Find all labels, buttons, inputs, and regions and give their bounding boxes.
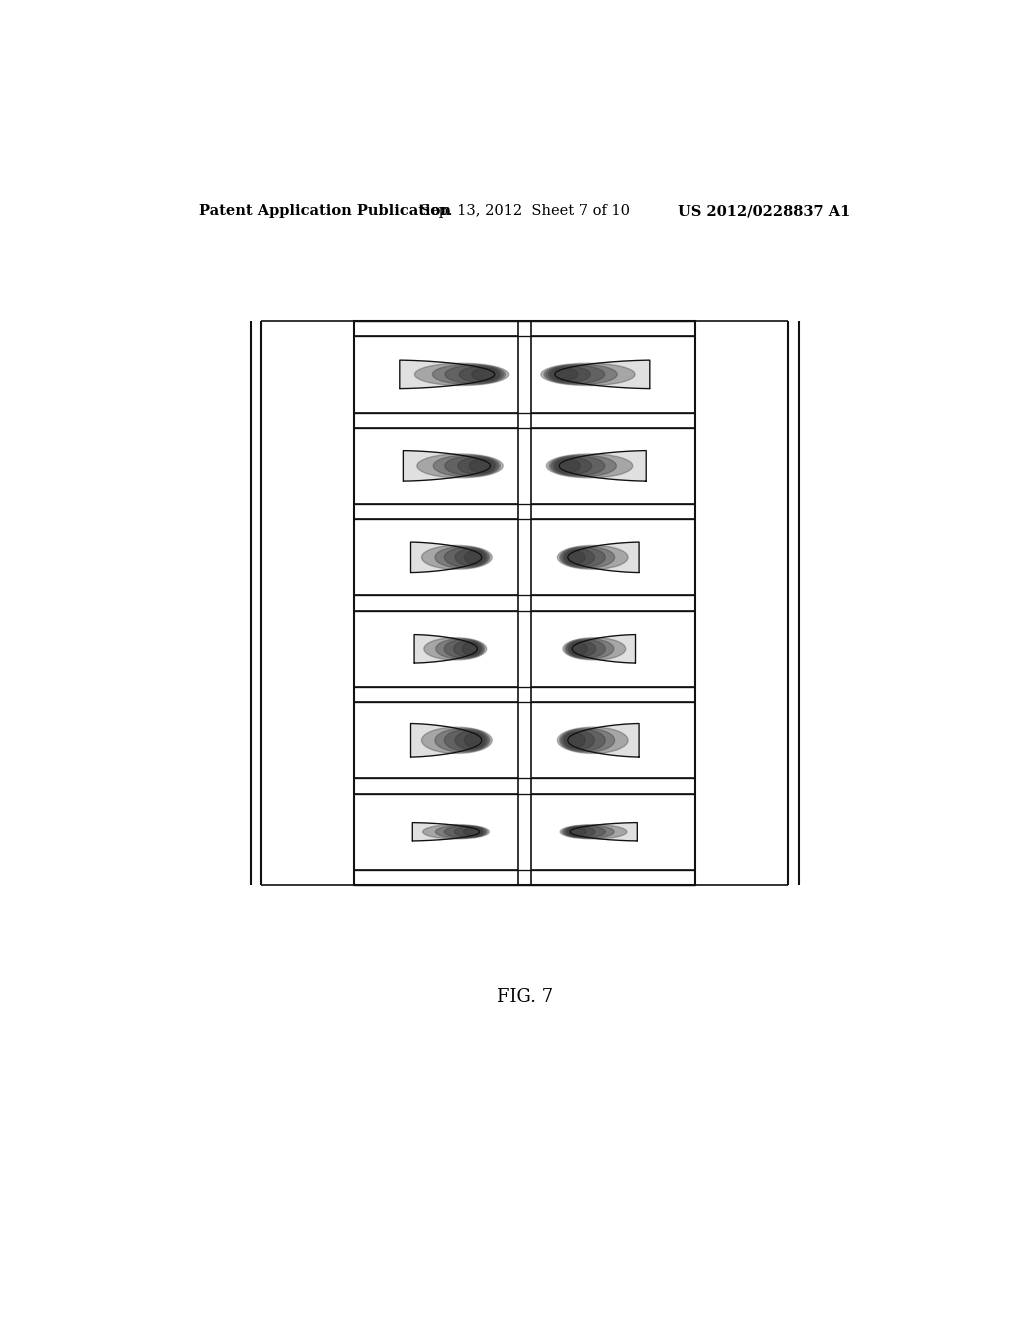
- Ellipse shape: [444, 730, 488, 751]
- Ellipse shape: [555, 459, 581, 473]
- Ellipse shape: [444, 366, 504, 384]
- Ellipse shape: [469, 459, 495, 473]
- Ellipse shape: [567, 828, 587, 836]
- Polygon shape: [414, 635, 477, 663]
- Ellipse shape: [561, 548, 605, 568]
- Ellipse shape: [436, 639, 484, 659]
- Ellipse shape: [549, 367, 591, 383]
- Ellipse shape: [564, 733, 585, 748]
- Ellipse shape: [557, 727, 628, 754]
- Ellipse shape: [463, 828, 482, 836]
- Ellipse shape: [415, 363, 509, 385]
- Ellipse shape: [564, 550, 585, 564]
- Ellipse shape: [435, 729, 489, 752]
- Ellipse shape: [432, 364, 506, 384]
- Ellipse shape: [444, 548, 488, 568]
- Ellipse shape: [424, 638, 486, 660]
- Ellipse shape: [565, 639, 613, 659]
- Ellipse shape: [433, 455, 501, 477]
- Ellipse shape: [561, 730, 605, 751]
- Polygon shape: [413, 822, 480, 841]
- Polygon shape: [567, 543, 639, 573]
- Ellipse shape: [569, 643, 588, 655]
- Ellipse shape: [455, 731, 486, 750]
- Ellipse shape: [544, 364, 617, 384]
- Ellipse shape: [435, 825, 487, 838]
- Ellipse shape: [566, 640, 605, 657]
- Ellipse shape: [565, 826, 595, 837]
- Ellipse shape: [560, 546, 614, 568]
- Bar: [354, 321, 695, 886]
- Polygon shape: [403, 450, 490, 480]
- Ellipse shape: [560, 825, 627, 840]
- Text: US 2012/0228837 A1: US 2012/0228837 A1: [678, 205, 850, 218]
- Text: Sep. 13, 2012  Sheet 7 of 10: Sep. 13, 2012 Sheet 7 of 10: [420, 205, 630, 218]
- Polygon shape: [555, 360, 650, 388]
- Ellipse shape: [465, 733, 485, 748]
- Ellipse shape: [551, 368, 578, 380]
- Ellipse shape: [541, 363, 635, 385]
- Polygon shape: [569, 822, 637, 841]
- Ellipse shape: [459, 367, 501, 383]
- Text: Patent Application Publication: Patent Application Publication: [200, 205, 452, 218]
- Ellipse shape: [462, 643, 480, 655]
- Ellipse shape: [563, 549, 595, 566]
- Polygon shape: [572, 635, 636, 663]
- Ellipse shape: [455, 549, 486, 566]
- Ellipse shape: [417, 454, 503, 478]
- Ellipse shape: [444, 826, 485, 838]
- Polygon shape: [411, 543, 482, 573]
- Polygon shape: [411, 723, 482, 758]
- Ellipse shape: [562, 825, 614, 838]
- Ellipse shape: [458, 458, 497, 474]
- Ellipse shape: [564, 826, 605, 838]
- Ellipse shape: [560, 729, 614, 752]
- Ellipse shape: [547, 454, 633, 478]
- Ellipse shape: [549, 455, 616, 477]
- Ellipse shape: [444, 640, 483, 657]
- Ellipse shape: [557, 545, 628, 569]
- Ellipse shape: [568, 642, 596, 656]
- Ellipse shape: [422, 727, 493, 754]
- Polygon shape: [559, 450, 646, 480]
- Ellipse shape: [563, 638, 626, 660]
- Ellipse shape: [422, 545, 493, 569]
- Ellipse shape: [423, 825, 489, 840]
- Ellipse shape: [435, 546, 489, 568]
- Ellipse shape: [546, 366, 605, 384]
- Ellipse shape: [553, 458, 592, 474]
- Ellipse shape: [472, 368, 499, 380]
- Ellipse shape: [465, 550, 485, 564]
- Ellipse shape: [454, 642, 481, 656]
- Polygon shape: [399, 360, 495, 388]
- Ellipse shape: [455, 826, 484, 837]
- Ellipse shape: [563, 731, 595, 750]
- Ellipse shape: [444, 457, 499, 475]
- Polygon shape: [567, 723, 639, 758]
- Text: FIG. 7: FIG. 7: [497, 987, 553, 1006]
- Ellipse shape: [551, 457, 605, 475]
